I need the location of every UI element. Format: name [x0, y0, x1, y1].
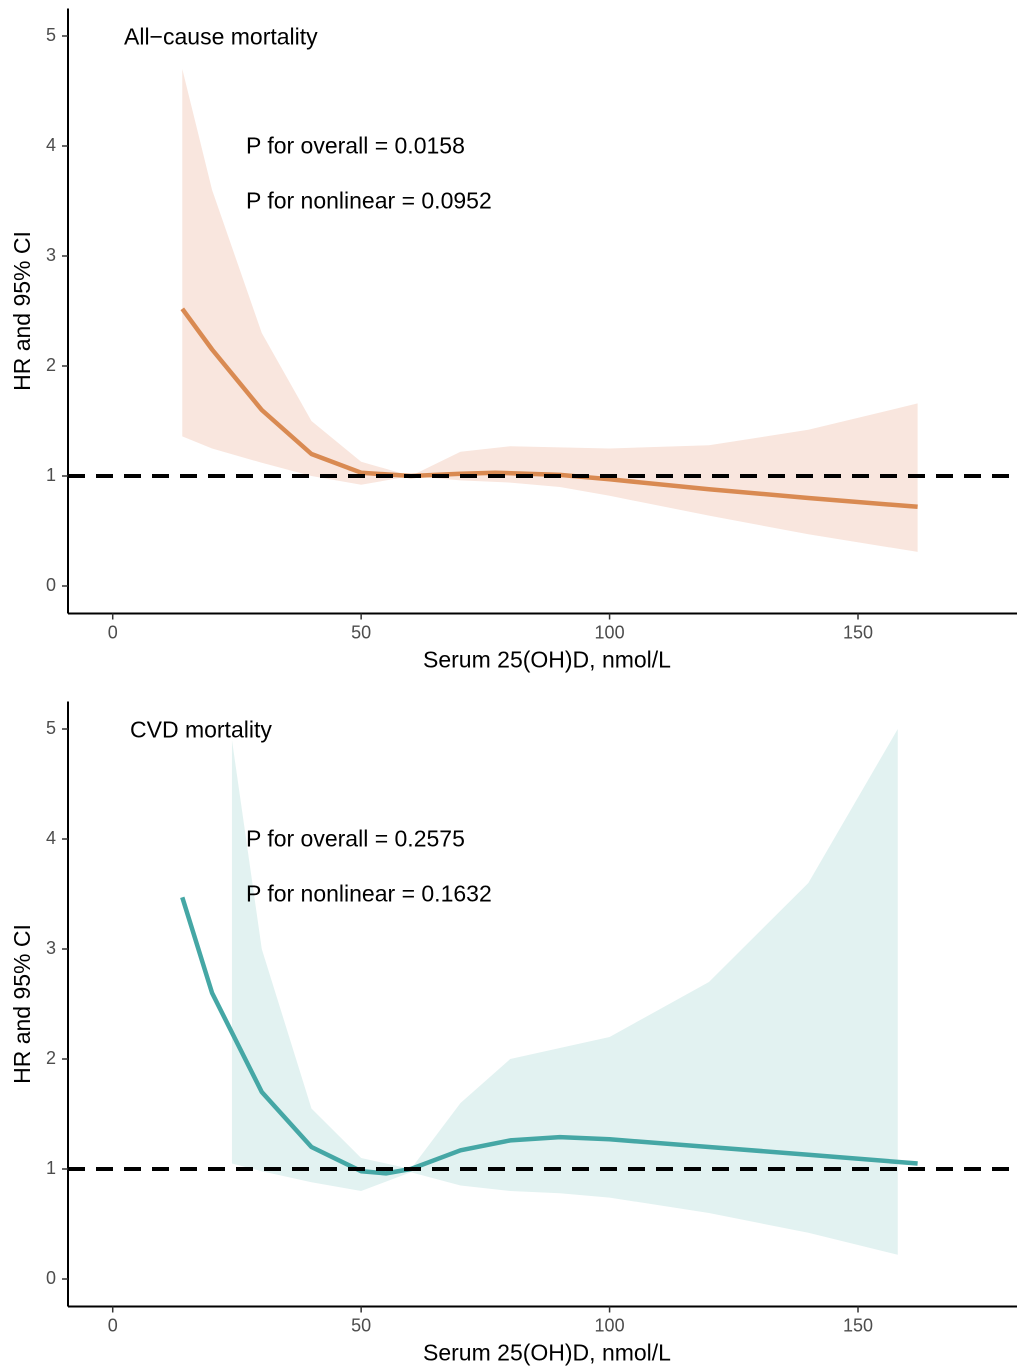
p-nonlinear: P for nonlinear = 0.0952: [246, 188, 492, 214]
y-tick-label: 4: [46, 135, 56, 155]
y-tick-label: 0: [46, 1268, 56, 1288]
x-tick-label: 0: [108, 1315, 118, 1335]
y-tick-label: 3: [46, 245, 56, 265]
x-tick-label: 100: [595, 1315, 625, 1335]
y-tick-label: 2: [46, 355, 56, 375]
y-tick-label: 4: [46, 828, 56, 848]
p-nonlinear: P for nonlinear = 0.1632: [246, 881, 492, 907]
y-tick-label: 5: [46, 718, 56, 738]
x-axis-title: Serum 25(OH)D, nmol/L: [423, 1340, 671, 1366]
annotation: All−cause mortality: [124, 24, 318, 50]
annotation: CVD mortality: [130, 717, 272, 743]
y-axis-title: HR and 95% CI: [9, 924, 35, 1084]
ci-band: [231, 729, 898, 1255]
x-tick-label: 150: [843, 1315, 873, 1335]
y-axis-title: HR and 95% CI: [9, 231, 35, 391]
y-tick-label: 3: [46, 938, 56, 958]
y-tick-label: 0: [46, 575, 56, 595]
hr-line: [180, 896, 918, 1176]
x-tick-label: 0: [108, 622, 118, 642]
y-tick-label: 5: [46, 25, 56, 45]
y-tick-label: 2: [46, 1048, 56, 1068]
p-overall: P for overall = 0.2575: [246, 826, 465, 852]
y-tick-label: 1: [46, 1158, 56, 1178]
x-axis-title: Serum 25(OH)D, nmol/L: [423, 647, 671, 673]
hr-line: [180, 307, 918, 510]
y-tick-label: 1: [46, 465, 56, 485]
x-tick-label: 50: [351, 622, 371, 642]
ci-band: [182, 69, 918, 552]
x-tick-label: 50: [351, 1315, 371, 1335]
x-tick-label: 100: [595, 622, 625, 642]
p-overall: P for overall = 0.0158: [246, 133, 465, 159]
x-tick-label: 150: [843, 622, 873, 642]
